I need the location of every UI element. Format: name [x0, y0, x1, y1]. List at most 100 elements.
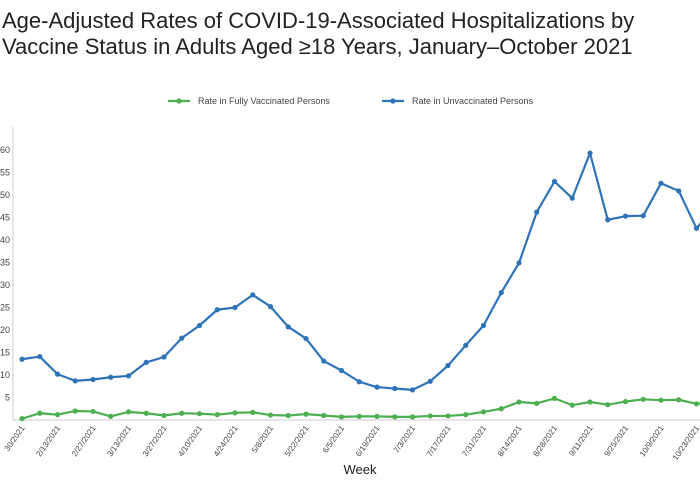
data-point-unvaccinated[interactable] [374, 384, 380, 390]
data-point-fully-vaccinated[interactable] [445, 413, 451, 419]
x-tick-label: 2/27/2021 [70, 424, 98, 459]
data-point-fully-vaccinated[interactable] [356, 413, 362, 419]
data-point-fully-vaccinated[interactable] [658, 397, 664, 403]
data-point-unvaccinated[interactable] [54, 371, 61, 377]
series-fully-vaccinated [19, 395, 700, 422]
data-point-unvaccinated[interactable] [161, 354, 167, 360]
data-point-unvaccinated[interactable] [214, 307, 220, 313]
y-tick-label: 50 [0, 190, 10, 200]
data-point-unvaccinated[interactable] [516, 260, 522, 266]
data-point-unvaccinated[interactable] [356, 379, 362, 385]
data-point-fully-vaccinated[interactable] [214, 412, 220, 418]
chart-legend: Rate in Fully Vaccinated Persons Rate in … [168, 96, 534, 106]
data-point-unvaccinated[interactable] [303, 335, 309, 342]
data-point-unvaccinated[interactable] [232, 304, 238, 311]
legend-item-fully-vaccinated[interactable]: Rate in Fully Vaccinated Persons [168, 96, 330, 106]
data-point-fully-vaccinated[interactable] [693, 401, 700, 407]
data-point-fully-vaccinated[interactable] [640, 396, 646, 402]
data-point-fully-vaccinated[interactable] [569, 402, 575, 408]
x-tick-label: 30/2021 [3, 424, 27, 453]
data-point-fully-vaccinated[interactable] [676, 397, 682, 403]
data-point-unvaccinated[interactable] [569, 195, 575, 201]
data-point-unvaccinated[interactable] [143, 359, 149, 365]
data-point-unvaccinated[interactable] [250, 292, 256, 298]
data-point-unvaccinated[interactable] [605, 217, 611, 223]
data-point-fully-vaccinated[interactable] [72, 408, 78, 414]
x-tick-label: 5/8/2021 [250, 424, 276, 455]
data-point-unvaccinated[interactable] [658, 180, 664, 186]
data-point-fully-vaccinated[interactable] [463, 412, 469, 418]
legend-item-unvaccinated[interactable]: Rate in Unvaccinated Persons [382, 96, 534, 106]
data-point-unvaccinated[interactable] [125, 373, 132, 379]
y-tick-label: 30 [0, 280, 10, 290]
data-point-fully-vaccinated[interactable] [108, 413, 114, 419]
data-point-fully-vaccinated[interactable] [54, 412, 61, 418]
data-point-fully-vaccinated[interactable] [374, 413, 380, 419]
data-point-fully-vaccinated[interactable] [551, 395, 558, 401]
data-point-fully-vaccinated[interactable] [285, 412, 291, 419]
data-point-unvaccinated[interactable] [72, 378, 78, 384]
data-point-unvaccinated[interactable] [267, 304, 274, 310]
data-point-unvaccinated[interactable] [640, 213, 646, 219]
data-point-unvaccinated[interactable] [108, 374, 114, 380]
y-tick-label: 35 [0, 258, 10, 268]
data-point-fully-vaccinated[interactable] [480, 409, 487, 415]
data-point-fully-vaccinated[interactable] [338, 414, 345, 420]
data-point-fully-vaccinated[interactable] [232, 410, 238, 416]
y-tick-label: 20 [0, 325, 10, 335]
data-point-fully-vaccinated[interactable] [267, 412, 274, 418]
data-point-unvaccinated[interactable] [463, 342, 469, 348]
data-point-unvaccinated[interactable] [534, 209, 540, 215]
data-point-unvaccinated[interactable] [409, 387, 416, 393]
data-point-fully-vaccinated[interactable] [90, 408, 96, 415]
data-point-fully-vaccinated[interactable] [498, 406, 504, 412]
chart-title: Age-Adjusted Rates of COVID-19-Associate… [2, 8, 635, 59]
data-point-unvaccinated[interactable] [587, 150, 593, 156]
data-point-unvaccinated[interactable] [693, 225, 700, 231]
data-point-unvaccinated[interactable] [338, 367, 345, 374]
data-point-unvaccinated[interactable] [196, 322, 203, 329]
data-point-unvaccinated[interactable] [480, 322, 487, 329]
data-point-unvaccinated[interactable] [551, 178, 558, 185]
x-tick-label: 2/13/2021 [34, 424, 62, 459]
data-point-fully-vaccinated[interactable] [321, 412, 327, 419]
data-point-fully-vaccinated[interactable] [143, 410, 149, 416]
data-point-unvaccinated[interactable] [427, 378, 433, 384]
data-point-fully-vaccinated[interactable] [37, 410, 43, 416]
data-point-unvaccinated[interactable] [179, 335, 185, 341]
data-point-unvaccinated[interactable] [392, 385, 398, 392]
data-point-fully-vaccinated[interactable] [179, 410, 185, 416]
data-point-fully-vaccinated[interactable] [622, 398, 629, 405]
data-point-unvaccinated[interactable] [498, 290, 504, 296]
data-point-fully-vaccinated[interactable] [303, 411, 309, 417]
data-point-fully-vaccinated[interactable] [125, 409, 132, 415]
y-tick-label: 25 [0, 303, 10, 313]
x-tick-label: 7/3/2021 [392, 424, 418, 455]
data-point-unvaccinated[interactable] [285, 324, 291, 330]
data-point-fully-vaccinated[interactable] [250, 409, 256, 415]
data-point-fully-vaccinated[interactable] [516, 399, 522, 405]
legend-swatch-marker [390, 98, 396, 104]
data-point-unvaccinated[interactable] [321, 358, 327, 364]
series-line-fully-vaccinated [21, 397, 700, 420]
data-point-unvaccinated[interactable] [676, 188, 682, 194]
data-point-unvaccinated[interactable] [90, 376, 96, 383]
data-point-fully-vaccinated[interactable] [587, 399, 593, 405]
data-point-fully-vaccinated[interactable] [392, 414, 398, 420]
data-point-unvaccinated[interactable] [445, 362, 451, 369]
data-point-unvaccinated[interactable] [37, 353, 43, 360]
data-point-fully-vaccinated[interactable] [427, 413, 433, 419]
data-point-fully-vaccinated[interactable] [534, 400, 540, 406]
data-point-unvaccinated[interactable] [622, 213, 629, 219]
data-point-fully-vaccinated[interactable] [19, 416, 25, 422]
data-point-fully-vaccinated[interactable] [605, 402, 611, 408]
data-point-fully-vaccinated[interactable] [409, 414, 416, 420]
x-tick-label: 7/17/2021 [425, 424, 453, 459]
data-point-fully-vaccinated[interactable] [161, 412, 167, 419]
x-axis-label: Week [344, 462, 377, 477]
data-point-fully-vaccinated[interactable] [196, 411, 203, 417]
x-tick-label: 8/14/2021 [496, 424, 524, 459]
data-point-unvaccinated[interactable] [19, 356, 25, 362]
x-tick-label: 10/9/2021 [638, 424, 666, 459]
